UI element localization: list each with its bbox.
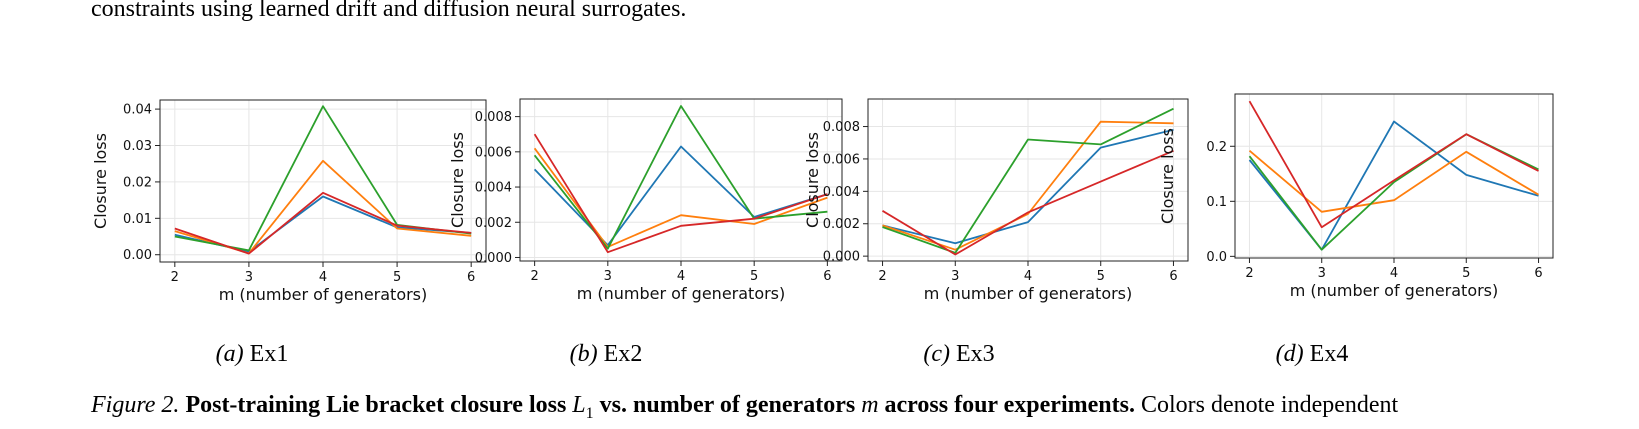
x-tick-label: 2 xyxy=(878,269,886,284)
x-tick-label: 6 xyxy=(1534,266,1542,281)
caption-bold-lead: Post-training Lie bracket closure loss xyxy=(185,392,567,418)
series-line-4 xyxy=(882,149,1174,256)
x-axis-label: m (number of generators) xyxy=(924,284,1133,303)
caption-symbol-m: m xyxy=(861,392,879,418)
caption-rest: Colors denote independent xyxy=(1140,392,1399,418)
caption-symbol-l: L xyxy=(572,392,586,418)
x-tick-label: 6 xyxy=(823,269,831,284)
subcaption-d: (d) Ex4 xyxy=(1276,340,1349,368)
x-tick-label: 4 xyxy=(319,270,327,285)
subcaption-b: (b) Ex2 xyxy=(570,340,643,368)
chart-panel-c: 2 3 4 5 6 0.000 0.002 0.004 0.006 0.008 m (number … xyxy=(800,96,1189,331)
y-axis-label: Closure loss xyxy=(803,132,822,228)
subcaption-letter: (a) xyxy=(215,341,244,367)
chart-svg-a: 2 3 4 5 6 0.00 0.01 0.02 0.03 0.04 m (number of ge… xyxy=(91,99,487,304)
x-tick-label: 3 xyxy=(604,269,612,284)
caption-bold-mid: vs. number of generators xyxy=(599,392,856,418)
series-line-1 xyxy=(882,128,1174,245)
chart-svg-c: 2 3 4 5 6 0.000 0.002 0.004 0.006 0.008 m (number … xyxy=(803,98,1189,303)
y-tick-label: 0.000 xyxy=(823,250,860,265)
x-tick-label: 3 xyxy=(951,269,959,284)
y-tick-label: 0.04 xyxy=(123,103,152,118)
y-tick-label: 0.03 xyxy=(123,139,152,154)
y-tick-label: 0.0 xyxy=(1206,250,1227,265)
x-tick-label: 3 xyxy=(1318,266,1326,281)
y-tick-label: 0.000 xyxy=(475,251,512,266)
x-tick-label: 5 xyxy=(1097,269,1105,284)
subcaption-letter: (c) xyxy=(923,341,950,367)
subcaption-a: (a) Ex1 xyxy=(216,340,289,368)
subcaption-c: (c) Ex3 xyxy=(923,340,994,368)
chart-svg-d: 2 3 4 5 6 0.0 0.1 0.2 m (number of generators) Cl… xyxy=(1158,93,1554,300)
y-axis-label: Closure loss xyxy=(1158,128,1177,224)
series-line-4 xyxy=(533,133,828,254)
y-tick-label: 0.008 xyxy=(475,110,512,125)
y-tick-label: 0.1 xyxy=(1206,195,1227,210)
chart-panel-d: 2 3 4 5 6 0.0 0.1 0.2 m (number of generators) Cl… xyxy=(1155,93,1554,331)
body-text-line: constraints using learned drift and diff… xyxy=(91,0,687,22)
series-line-3 xyxy=(533,105,828,250)
y-tick-label: 0.006 xyxy=(823,152,860,167)
y-tick-label: 0.00 xyxy=(123,248,152,263)
figure-caption: Figure 2. Post-training Lie bracket clos… xyxy=(91,390,1398,429)
x-tick-label: 4 xyxy=(677,269,685,284)
y-tick-label: 0.004 xyxy=(823,185,860,200)
x-tick-label: 2 xyxy=(530,269,538,284)
y-tick-label: 0.002 xyxy=(475,216,512,231)
x-tick-label: 5 xyxy=(1462,266,1470,281)
x-axis-label: m (number of generators) xyxy=(1290,281,1499,300)
subcaption-name: Ex1 xyxy=(249,341,289,367)
series-line-2 xyxy=(1248,150,1539,213)
series-line-1 xyxy=(533,145,828,247)
chart-panel-b: 2 3 4 5 6 0.000 0.002 0.004 0.006 0.008 m (number … xyxy=(445,96,843,331)
x-tick-label: 5 xyxy=(393,270,401,285)
y-axis-label: Closure loss xyxy=(91,133,110,229)
x-tick-label: 4 xyxy=(1024,269,1032,284)
x-axis-label: m (number of generators) xyxy=(577,284,786,303)
caption-bold-tail: across four experiments. xyxy=(884,392,1135,418)
series-line-4 xyxy=(174,191,472,255)
x-tick-label: 4 xyxy=(1390,266,1398,281)
x-tick-label: 2 xyxy=(1245,266,1253,281)
x-tick-label: 6 xyxy=(467,270,475,285)
caption-symbol-sub: 1 xyxy=(585,404,594,422)
subcaption-name: Ex4 xyxy=(1309,341,1349,367)
subcaption-letter: (d) xyxy=(1275,341,1304,367)
y-axis-label: Closure loss xyxy=(448,132,467,228)
y-tick-label: 0.006 xyxy=(475,145,512,160)
series-line-3 xyxy=(882,107,1174,254)
x-tick-label: 5 xyxy=(750,269,758,284)
y-tick-label: 0.2 xyxy=(1206,140,1227,155)
subcaption-letter: (b) xyxy=(569,341,598,367)
series-line-2 xyxy=(882,120,1174,251)
y-tick-label: 0.01 xyxy=(123,212,152,227)
subcaption-name: Ex3 xyxy=(955,341,995,367)
x-axis-label: m (number of generators) xyxy=(219,285,428,304)
x-tick-label: 3 xyxy=(245,270,253,285)
series-line-4 xyxy=(1248,100,1539,229)
y-tick-label: 0.02 xyxy=(123,175,152,190)
y-tick-label: 0.008 xyxy=(823,120,860,135)
figure-label: Figure 2. xyxy=(91,392,180,418)
subcaption-name: Ex2 xyxy=(603,341,643,367)
y-tick-label: 0.002 xyxy=(823,217,860,232)
y-tick-label: 0.004 xyxy=(475,181,512,196)
chart-panel-a: 2 3 4 5 6 0.00 0.01 0.02 0.03 0.04 m (number of ge… xyxy=(88,96,487,331)
x-tick-label: 6 xyxy=(1169,269,1177,284)
x-tick-label: 2 xyxy=(171,270,179,285)
